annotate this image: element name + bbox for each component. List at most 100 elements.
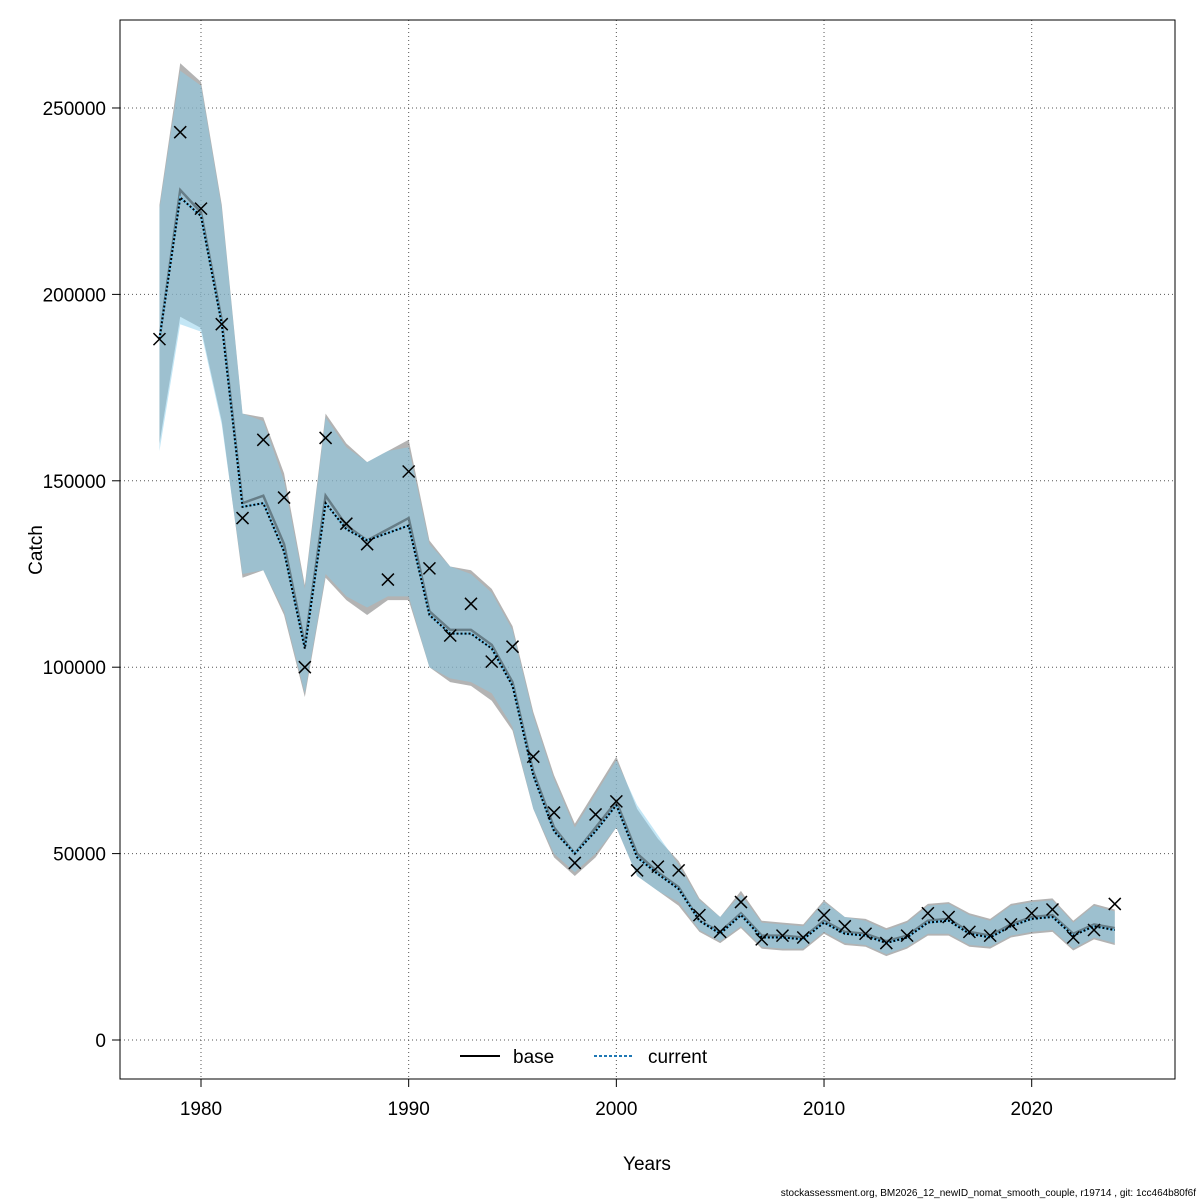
current-line-dots (158, 195, 1115, 945)
observed-point-stroke (1045, 902, 1060, 917)
observed-point (817, 908, 831, 922)
observed-point (651, 860, 665, 874)
observed-point (568, 856, 582, 870)
observed-point (485, 655, 499, 669)
observed-point-stroke (360, 537, 374, 551)
observed-points (152, 125, 1122, 950)
observed-point-stroke (526, 750, 540, 764)
observed-point-stroke (1004, 917, 1018, 931)
observed-point-stroke (817, 908, 831, 922)
observed-point (505, 640, 520, 654)
observed-point-stroke (630, 863, 644, 877)
observed-point-stroke (152, 332, 166, 346)
y-tick-label: 150000 (43, 472, 106, 493)
observed-point-stroke (339, 517, 353, 531)
observed-point (360, 537, 374, 551)
observed-point-stroke (235, 511, 250, 525)
observed-point-stroke (838, 919, 852, 933)
observed-point (526, 750, 540, 764)
observed-point-stroke (962, 925, 976, 939)
y-tick-label: 50000 (53, 845, 106, 866)
x-tick-label: 2020 (1011, 1099, 1053, 1120)
observed-point (402, 464, 416, 479)
legend-base-label: base (513, 1047, 554, 1068)
x-axis: 1980 1990 2000 2010 2020 (180, 1078, 1053, 1120)
legend: base current (460, 1047, 708, 1068)
observed-point (921, 906, 935, 920)
y-tick-label: 100000 (43, 658, 106, 679)
observed-point-stroke (713, 925, 727, 939)
observed-point-stroke (277, 491, 291, 505)
x-axis-label: Years (623, 1154, 671, 1175)
observed-point (464, 597, 478, 611)
observed-point (755, 932, 769, 946)
observed-point-stroke (319, 431, 333, 445)
observed-point (630, 863, 644, 877)
observed-point (1066, 930, 1080, 945)
observed-point (381, 573, 395, 587)
x-tick-label: 1990 (388, 1099, 430, 1120)
observed-point-stroke (651, 860, 665, 874)
observed-point (692, 908, 706, 922)
observed-point (609, 794, 623, 808)
observed-point-stroke (464, 597, 478, 611)
y-tick-label: 200000 (43, 285, 106, 306)
observed-point-stroke (859, 927, 873, 941)
observed-point (796, 930, 810, 945)
observed-point (235, 511, 250, 525)
observed-point-stroke (589, 807, 603, 821)
observed-point (962, 925, 976, 939)
observed-point-stroke (734, 895, 748, 909)
x-tick-label: 1980 (180, 1099, 222, 1120)
observed-point-stroke (755, 932, 769, 946)
observed-point (734, 895, 748, 909)
observed-point (215, 317, 229, 331)
y-axis-label: Catch (26, 525, 47, 575)
observed-point (983, 929, 997, 943)
observed-point (152, 332, 166, 346)
observed-point-stroke (1108, 897, 1122, 911)
observed-point (1004, 917, 1018, 931)
observed-point (879, 936, 893, 950)
y-axis: 0 50000 100000 150000 200000 250000 (43, 99, 120, 1052)
observed-point-stroke (672, 863, 686, 877)
observed-point (1045, 902, 1060, 917)
y-tick-label: 0 (95, 1031, 106, 1052)
observed-point (194, 202, 208, 216)
observed-point-stroke (609, 794, 623, 808)
observed-point-stroke (422, 561, 436, 575)
observed-point (672, 863, 686, 877)
observed-point (277, 491, 291, 505)
observed-point-stroke (173, 125, 187, 139)
observed-point-stroke (796, 930, 810, 945)
observed-point-stroke (256, 433, 270, 447)
y-tick-label: 250000 (43, 99, 106, 120)
observed-point (900, 929, 914, 943)
observed-point-stroke (381, 573, 395, 587)
observed-point-stroke (775, 929, 790, 943)
footer-credit: stockassessment.org, BM2026_12_newID_nom… (781, 1188, 1196, 1199)
observed-point (1108, 897, 1122, 911)
observed-point (443, 628, 457, 643)
observed-point (339, 517, 353, 531)
current-confidence-band (159, 70, 1115, 955)
observed-point (422, 561, 436, 575)
observed-point (173, 125, 187, 139)
observed-point (256, 433, 270, 447)
observed-point-stroke (568, 856, 582, 870)
observed-point (319, 431, 333, 445)
observed-point (775, 929, 790, 943)
confidence-bands (159, 63, 1115, 957)
observed-point-stroke (402, 464, 416, 479)
observed-point (589, 807, 603, 821)
observed-point-stroke (1025, 906, 1039, 920)
observed-point-stroke (485, 655, 499, 669)
observed-point (942, 910, 956, 924)
observed-point-stroke (547, 806, 561, 820)
x-tick-label: 2010 (803, 1099, 845, 1120)
observed-point-stroke (900, 929, 914, 943)
observed-point (838, 919, 852, 933)
observed-point-stroke (692, 908, 706, 922)
observed-point (859, 927, 873, 941)
observed-point-stroke (921, 906, 935, 920)
